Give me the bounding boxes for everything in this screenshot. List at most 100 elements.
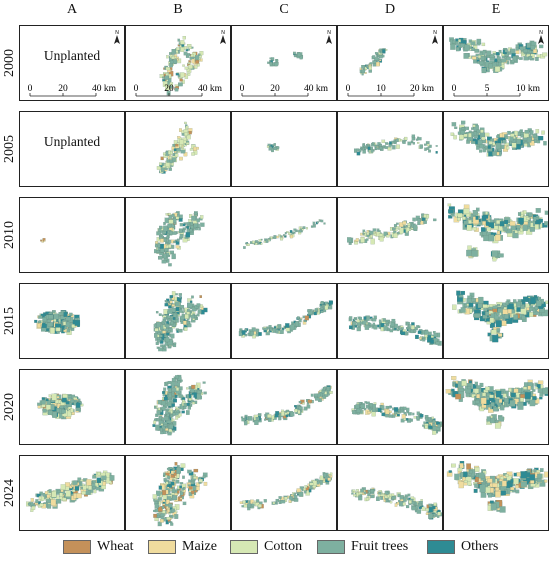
column-label-a: A: [66, 2, 78, 17]
land-patch: [515, 484, 519, 489]
scale-bar-label: 20: [270, 84, 280, 94]
land-patch: [489, 500, 494, 504]
land-patch: [34, 319, 38, 323]
land-patch: [417, 221, 421, 225]
land-patch: [370, 149, 374, 153]
svg-text:N: N: [327, 30, 331, 36]
land-patch: [526, 217, 530, 221]
land-patch: [459, 43, 466, 48]
land-patch: [159, 334, 163, 338]
column-label-e: E: [491, 2, 501, 17]
land-patch: [173, 240, 176, 243]
land-patch: [393, 233, 398, 238]
land-patch: [175, 307, 180, 312]
map-panel-b-2015: [125, 283, 231, 359]
land-patch: [424, 425, 428, 429]
land-patch: [296, 488, 301, 493]
land-patch: [167, 509, 170, 513]
land-patch: [178, 328, 183, 333]
land-patch: [182, 36, 186, 40]
land-patch: [362, 232, 365, 235]
land-patch: [179, 309, 183, 313]
land-patch: [162, 391, 165, 394]
land-patch: [369, 402, 373, 408]
land-patch: [152, 424, 156, 427]
land-patch: [81, 491, 86, 495]
land-patch: [160, 238, 164, 243]
land-patch: [496, 312, 500, 316]
land-patch: [167, 388, 172, 393]
land-patch: [354, 241, 359, 245]
land-patch: [165, 324, 170, 328]
land-patch: [361, 69, 366, 74]
land-patch: [419, 144, 423, 149]
land-patch: [363, 231, 367, 234]
land-patch: [306, 404, 311, 409]
land-patch: [175, 216, 180, 220]
land-patch: [170, 474, 175, 478]
land-patch: [482, 221, 486, 226]
map-canvas: N 0 20 40 km: [28, 30, 120, 97]
land-patch: [371, 411, 376, 417]
land-patch: [544, 479, 548, 483]
land-patch: [203, 481, 208, 486]
land-patch: [58, 312, 63, 316]
land-patch: [358, 495, 363, 501]
land-patch: [185, 53, 190, 58]
scale-bar-label: 5: [485, 84, 490, 94]
land-patch: [371, 408, 377, 413]
land-patch: [273, 147, 277, 151]
land-patch: [514, 130, 518, 136]
land-patch: [171, 393, 175, 397]
land-patch: [492, 257, 497, 262]
land-patch: [364, 147, 367, 150]
land-patch: [47, 503, 52, 509]
land-patch: [474, 313, 481, 318]
land-patch: [241, 505, 244, 508]
land-patch: [435, 151, 438, 154]
land-patch: [173, 313, 177, 318]
land-patch: [316, 221, 319, 224]
land-patch: [365, 238, 369, 241]
land-patch: [196, 486, 200, 491]
land-patch: [536, 219, 541, 224]
land-patch: [351, 492, 354, 495]
land-patch: [185, 232, 191, 238]
land-patch: [538, 380, 544, 385]
land-patch: [532, 308, 536, 313]
land-patch: [159, 519, 164, 523]
land-patch: [96, 477, 102, 483]
land-patch: [366, 230, 369, 233]
land-patch: [172, 307, 176, 313]
land-patch: [374, 52, 378, 55]
land-patch: [348, 325, 353, 330]
land-patch: [168, 244, 172, 248]
land-patch: [165, 428, 169, 431]
land-patch: [56, 396, 60, 399]
land-patch: [461, 127, 465, 130]
land-patch: [269, 57, 272, 60]
land-patch: [467, 245, 472, 250]
land-patch: [164, 75, 170, 80]
land-patch: [265, 239, 269, 243]
land-patch: [520, 394, 525, 398]
land-patch: [411, 134, 416, 138]
land-patch: [356, 151, 361, 156]
land-patch: [158, 407, 161, 411]
land-patch: [459, 134, 464, 140]
land-patch: [384, 146, 389, 149]
land-patch: [386, 324, 390, 327]
land-patch: [74, 486, 80, 491]
scale-bar-label: 0: [134, 84, 139, 94]
svg-text:N: N: [221, 30, 225, 36]
land-patch: [502, 393, 507, 398]
land-patch: [458, 481, 464, 489]
land-patch: [539, 396, 543, 400]
land-patch: [451, 388, 455, 392]
land-patch: [301, 228, 304, 231]
land-patch: [360, 488, 364, 493]
land-patch: [165, 499, 170, 505]
land-patch: [297, 316, 300, 320]
map-canvas: [445, 376, 548, 429]
land-patch: [407, 493, 411, 497]
